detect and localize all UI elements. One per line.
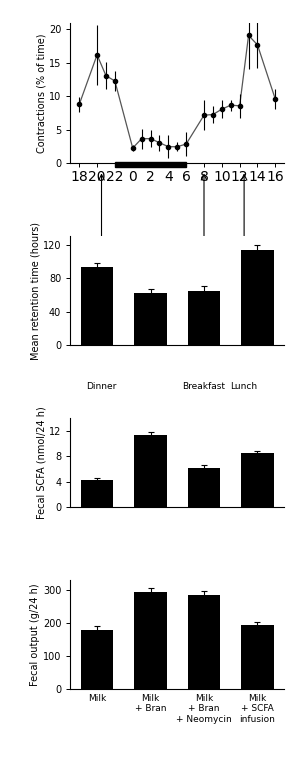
Bar [188,468,220,507]
Bar [81,480,113,507]
Bar [188,595,220,689]
Text: Breakfast: Breakfast [183,382,226,391]
Y-axis label: Mean retention time (hours): Mean retention time (hours) [30,222,40,360]
Bar [81,267,113,345]
Bar [241,251,274,345]
Bar [134,592,166,689]
Bar [134,435,166,507]
Text: Lunch: Lunch [231,382,258,391]
Bar [241,453,274,507]
Bar [241,625,274,689]
Bar [188,291,220,345]
Y-axis label: Fecal output (g/24 h): Fecal output (g/24 h) [30,583,40,686]
Y-axis label: Fecal SCFA (nmol/24 h): Fecal SCFA (nmol/24 h) [36,407,46,519]
Bar [81,630,113,689]
Bar [115,162,186,167]
Bar [134,293,166,345]
Y-axis label: Contractions (% of time): Contractions (% of time) [36,33,46,153]
Text: Dinner: Dinner [86,382,117,391]
